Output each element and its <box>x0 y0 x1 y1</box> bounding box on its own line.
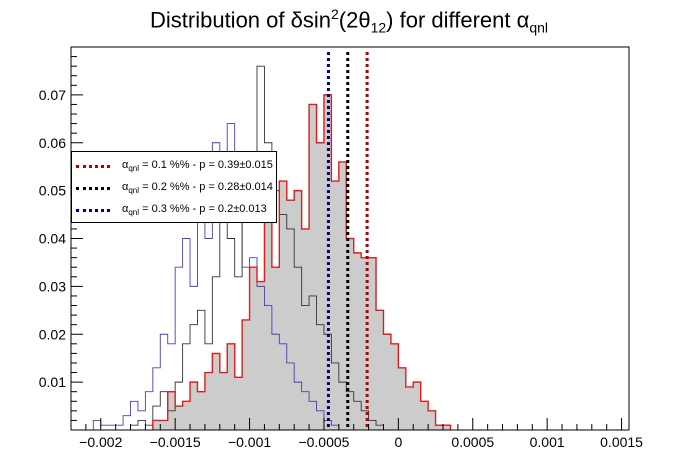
legend-line-3 <box>76 208 110 212</box>
y-tick-label: 0.03 <box>39 278 66 294</box>
x-tick-label: 0.001 <box>530 434 565 450</box>
y-tick-label: 0.07 <box>39 87 66 103</box>
legend-line-1 <box>76 164 110 168</box>
x-tick-label: −0.0005 <box>298 434 349 450</box>
legend-line-2 <box>76 186 110 190</box>
x-tick-label: 0 <box>394 434 402 450</box>
x-tick-label: −0.002 <box>79 434 122 450</box>
legend-entry: αqnl = 0.1 %% - p = 0.39±0.015 <box>76 156 276 176</box>
legend: αqnl = 0.1 %% - p = 0.39±0.015 αqnl = 0.… <box>71 151 277 223</box>
histogram-fill-1 <box>152 94 451 430</box>
y-tick-label: 0.05 <box>39 183 66 199</box>
y-tick-label: 0.06 <box>39 135 66 151</box>
chart-title: Distribution of δsin2(2θ12) for differen… <box>150 6 548 36</box>
x-tick-label: −0.0015 <box>150 434 201 450</box>
histogram-series-2 <box>130 65 384 430</box>
y-tick-label: 0.04 <box>39 231 66 247</box>
y-tick-label: 0.02 <box>39 326 66 342</box>
y-tick-label: 0.01 <box>39 374 66 390</box>
x-tick-label: 0.0015 <box>600 434 643 450</box>
legend-entry: αqnl = 0.2 %% - p = 0.28±0.014 <box>76 178 276 198</box>
histogram-series-1 <box>152 94 452 430</box>
x-tick-label: 0.0005 <box>451 434 494 450</box>
x-tick-label: −0.001 <box>228 434 271 450</box>
legend-entry: αqnl = 0.3 %% - p = 0.2±0.013 <box>76 200 276 220</box>
